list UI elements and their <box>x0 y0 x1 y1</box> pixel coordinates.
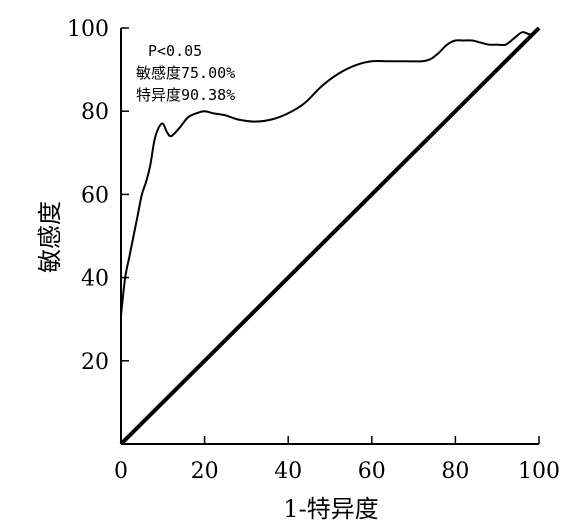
series <box>119 26 541 446</box>
annotation-sensitivity: 敏感度75.00% <box>136 64 235 82</box>
y-tick-label: 100 <box>67 17 109 42</box>
y-axis-title: 敏感度 <box>36 201 64 273</box>
roc-curve <box>120 27 540 316</box>
annotation-p-value: P<0.05 <box>148 42 202 60</box>
axes <box>120 28 539 445</box>
y-tick-label: 60 <box>81 183 109 208</box>
x-tick-label: 80 <box>441 459 469 484</box>
y-tick-label: 80 <box>81 100 109 125</box>
x-tick-label: 100 <box>518 459 560 484</box>
x-tick-label: 0 <box>114 459 128 484</box>
y-tick-label: 20 <box>81 350 109 375</box>
tick-labels: 0 20 40 60 80 100 20 40 60 80 100 <box>67 17 560 484</box>
y-tick-label: 40 <box>81 267 109 292</box>
reference-diagonal <box>119 26 541 446</box>
annotation-specificity: 特异度90.38% <box>136 86 235 104</box>
x-axis-title: 1-特异度 <box>283 495 378 523</box>
x-tick-label: 40 <box>274 459 302 484</box>
x-tick-label: 20 <box>191 459 219 484</box>
x-tick-label: 60 <box>358 459 386 484</box>
